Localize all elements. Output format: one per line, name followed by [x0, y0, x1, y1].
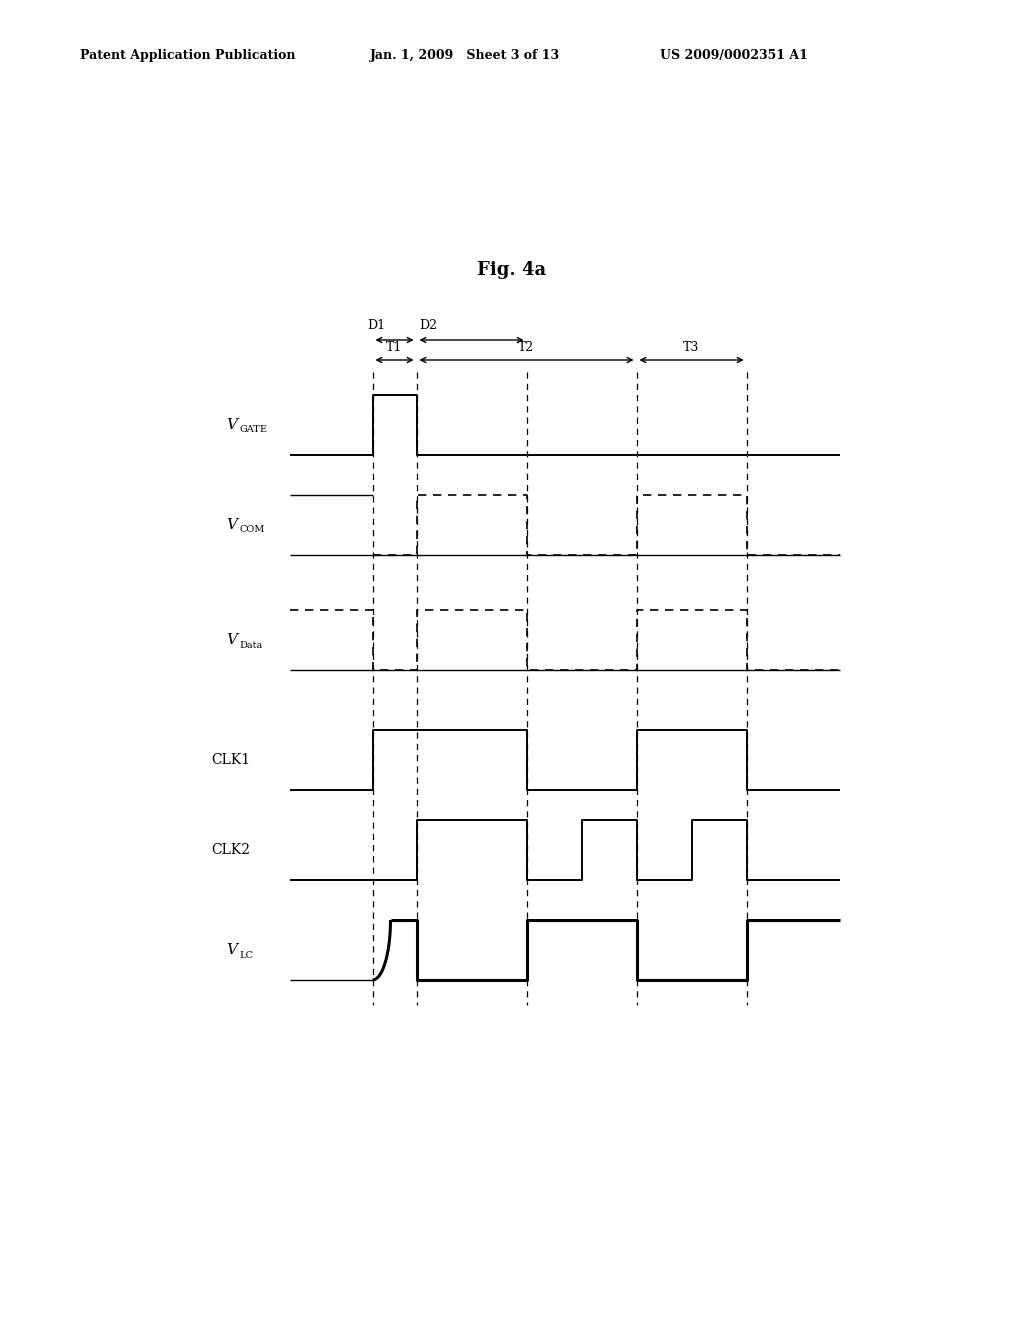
Text: D2: D2	[420, 319, 437, 333]
Text: LC: LC	[239, 950, 253, 960]
Text: D1: D1	[368, 319, 386, 333]
Text: Fig. 4a: Fig. 4a	[477, 261, 547, 279]
Text: GATE: GATE	[239, 425, 267, 434]
Text: Data: Data	[239, 640, 262, 649]
Text: V: V	[226, 517, 237, 532]
Text: V: V	[226, 418, 237, 432]
Text: V: V	[226, 634, 237, 647]
Text: US 2009/0002351 A1: US 2009/0002351 A1	[660, 49, 808, 62]
Text: CLK1: CLK1	[211, 752, 250, 767]
Text: V: V	[226, 942, 237, 957]
Text: T2: T2	[518, 341, 535, 354]
Text: CLK2: CLK2	[211, 843, 250, 857]
Text: T1: T1	[386, 341, 402, 354]
Text: Jan. 1, 2009   Sheet 3 of 13: Jan. 1, 2009 Sheet 3 of 13	[370, 49, 560, 62]
Text: Patent Application Publication: Patent Application Publication	[80, 49, 296, 62]
Text: T3: T3	[683, 341, 699, 354]
Text: COM: COM	[239, 525, 264, 535]
